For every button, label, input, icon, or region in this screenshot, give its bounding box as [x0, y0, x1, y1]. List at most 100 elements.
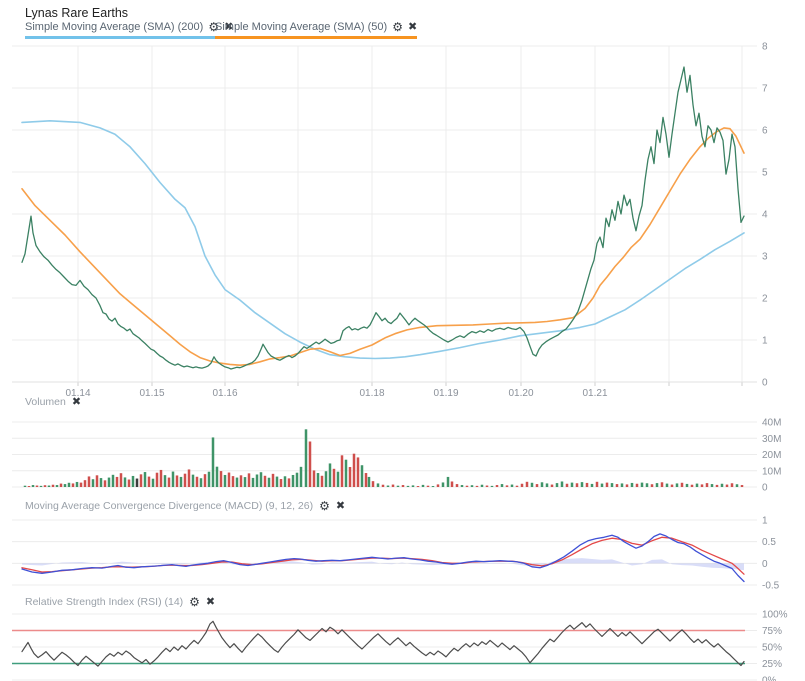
volume-bar: [299, 466, 303, 487]
volume-bar: [515, 485, 519, 487]
gear-icon[interactable]: ⚙: [392, 20, 403, 34]
legend-item-sma200[interactable]: Simple Moving Average (SMA) (200) ⚙ ✖: [25, 20, 234, 39]
volume-bar: [320, 475, 324, 487]
volume-bar: [645, 483, 649, 487]
volume-bar: [308, 441, 312, 487]
volume-bar: [231, 476, 235, 487]
volume-bar: [715, 484, 719, 487]
volume-bar: [143, 472, 147, 487]
volume-bar: [47, 485, 51, 487]
macd-chart-canvas[interactable]: 1 0.5 0 -0.5: [0, 514, 805, 594]
volume-bar: [336, 471, 340, 487]
y-tick-label: 100%: [762, 610, 788, 621]
volume-bar: [735, 484, 739, 487]
volume-bar: [67, 482, 71, 487]
volume-bar: [685, 483, 689, 487]
volume-bar: [223, 474, 227, 487]
volume-bar: [279, 479, 283, 487]
volume-bar: [605, 482, 609, 487]
price-chart-canvas[interactable]: 01.14 01.15 01.16 01.18 01.19 01.20 01.21 8 7 6 5 4…: [0, 40, 805, 402]
volume-bar: [51, 484, 55, 487]
volume-bar: [211, 437, 215, 487]
volume-bar: [251, 477, 255, 487]
volume-bar: [630, 482, 634, 487]
volume-bar: [446, 476, 450, 487]
volume-bar: [580, 482, 584, 487]
rsi-chart-canvas[interactable]: 100% 75% 50% 25% 0%: [0, 610, 805, 681]
volume-bar: [187, 469, 191, 487]
y-tick-label: 20M: [762, 450, 781, 461]
close-icon[interactable]: ✖: [335, 499, 346, 512]
volume-bar: [255, 474, 259, 487]
volume-bar: [610, 483, 614, 487]
close-icon[interactable]: ✖: [407, 20, 418, 33]
macd-series-signal: [21, 536, 745, 575]
volume-bar: [510, 484, 514, 487]
volume-bar: [680, 482, 684, 487]
volume-bar: [620, 483, 624, 487]
close-icon[interactable]: ✖: [71, 395, 82, 408]
volume-bar: [480, 484, 484, 487]
volume-bar: [740, 485, 744, 487]
volume-bar: [376, 483, 380, 487]
volume-bar: [421, 484, 425, 487]
volume-bar: [263, 475, 267, 487]
volume-bar: [406, 485, 410, 487]
x-tick-label: 01.15: [139, 388, 164, 399]
volume-bar: [111, 474, 115, 487]
y-tick-label: 1: [762, 336, 768, 347]
volume-bar: [243, 477, 247, 487]
volume-bar: [83, 480, 87, 487]
rsi-series-rsi: [21, 620, 745, 667]
x-tick-label: 01.14: [65, 388, 90, 399]
volume-bar: [411, 485, 415, 487]
volume-bar: [291, 474, 295, 487]
close-icon[interactable]: ✖: [224, 20, 234, 33]
y-tick-label: 10M: [762, 466, 781, 477]
macd-histogram-area: [22, 558, 744, 571]
volume-bar: [371, 481, 375, 487]
y-tick-label: 2: [762, 294, 768, 305]
volume-bar: [295, 472, 299, 487]
volume-bar: [183, 473, 187, 487]
volume-bar: [191, 474, 195, 487]
volume-bar: [203, 474, 207, 487]
volume-bar: [167, 477, 171, 487]
volume-bar: [119, 473, 123, 487]
volume-bar: [328, 463, 332, 487]
volume-bar: [352, 453, 356, 487]
volume-bar: [271, 473, 275, 487]
volume-bar: [131, 475, 135, 487]
y-tick-label: 6: [762, 126, 768, 137]
volume-bar: [675, 483, 679, 487]
legend-item-sma50[interactable]: Simple Moving Average (SMA) (50) ⚙ ✖: [215, 20, 418, 39]
macd-series-macd: [21, 533, 745, 583]
volume-bar: [59, 483, 63, 487]
volume-bar: [540, 482, 544, 487]
volume-bar: [139, 474, 143, 487]
volume-bar: [95, 475, 99, 487]
volume-bar: [595, 481, 599, 487]
volume-bar: [396, 485, 400, 487]
gear-icon[interactable]: ⚙: [189, 595, 200, 609]
volume-bar: [455, 484, 459, 487]
gear-icon[interactable]: ⚙: [319, 499, 330, 513]
volume-bar: [151, 478, 155, 487]
volume-bar: [171, 471, 175, 487]
volume-bar: [720, 483, 724, 487]
volume-bar: [71, 483, 75, 487]
volume-bar: [550, 484, 554, 487]
volume-bar: [585, 482, 589, 487]
volume-bar: [401, 485, 405, 487]
volume-bar: [725, 484, 729, 487]
rsi-panel-title: Relative Strength Index (RSI) (14): [25, 596, 184, 608]
x-tick-label: 01.21: [582, 388, 607, 399]
x-tick-label: 01.18: [359, 388, 384, 399]
volume-chart-canvas[interactable]: 40M 30M 20M 10M 0: [0, 410, 805, 500]
volume-bar: [332, 468, 336, 487]
close-icon[interactable]: ✖: [205, 595, 216, 608]
gear-icon[interactable]: ⚙: [208, 20, 220, 34]
volume-bar: [381, 484, 385, 487]
volume-panel-label: Volumen ✖: [25, 396, 81, 408]
volume-bar: [705, 483, 709, 487]
